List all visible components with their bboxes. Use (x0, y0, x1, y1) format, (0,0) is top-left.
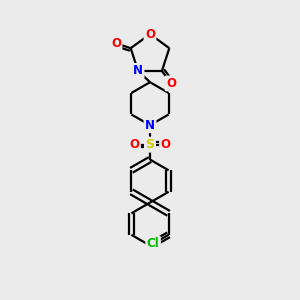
Text: O: O (160, 138, 170, 151)
Text: O: O (166, 77, 176, 90)
Text: O: O (145, 28, 155, 40)
Text: O: O (130, 138, 140, 151)
Text: S: S (146, 138, 154, 151)
Text: Cl: Cl (147, 237, 160, 250)
Text: N: N (133, 64, 143, 77)
Text: O: O (111, 37, 121, 50)
Text: N: N (145, 119, 155, 132)
